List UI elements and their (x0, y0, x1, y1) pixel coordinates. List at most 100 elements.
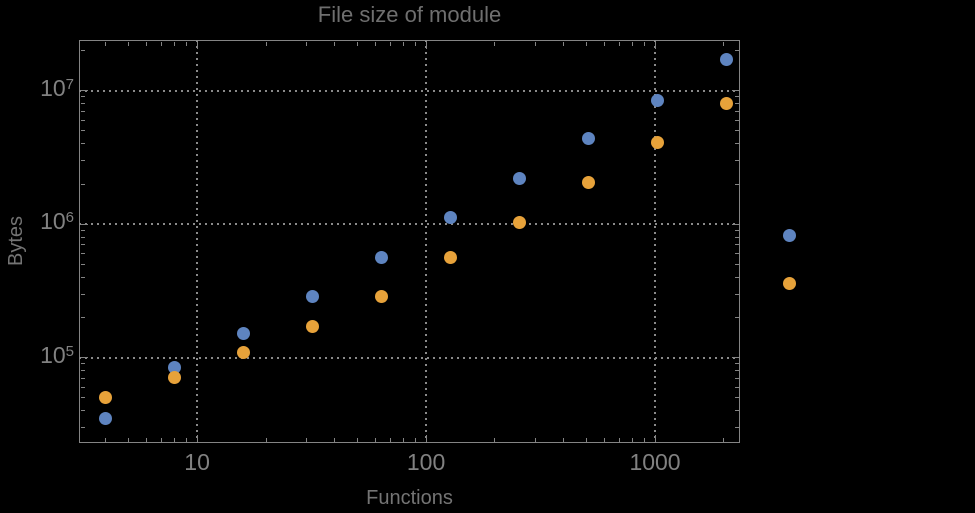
chart-title: File size of module (317, 2, 502, 27)
x-tick-mark (186, 437, 188, 442)
x-tick-mark (305, 437, 307, 442)
x-tick-mark (356, 437, 358, 442)
y-tick-mark (80, 253, 85, 255)
data-point-blue-series-x256 (513, 172, 527, 186)
x-tick-mark (334, 437, 336, 442)
y-tick-mark (734, 397, 739, 399)
y-tick-mark (734, 427, 739, 429)
y-tick-label-1e5: 105 (40, 341, 74, 368)
x-tick-mark (145, 41, 147, 46)
x-tick-mark (619, 437, 621, 442)
x-tick-mark (723, 41, 725, 46)
y-tick-mark (734, 119, 739, 121)
x-tick-mark (390, 41, 392, 46)
x-tick-mark (585, 41, 587, 46)
y-tick-mark (80, 160, 85, 162)
y-tick-mark (80, 183, 85, 185)
x-tick-mark (534, 41, 536, 46)
gridline-vertical-1000 (654, 40, 657, 443)
y-tick-mark (80, 363, 85, 365)
x-tick-mark (494, 437, 496, 442)
y-tick-mark (734, 293, 739, 295)
data-point-orange-series-x8 (168, 371, 182, 385)
y-tick-mark (734, 229, 739, 231)
y-tick-mark (80, 410, 85, 412)
x-tick-mark (723, 437, 725, 442)
legend-marker-blue-series (782, 228, 796, 242)
y-tick-label-1e6: 106 (40, 208, 74, 235)
x-tick-mark (619, 41, 621, 46)
data-point-orange-series-x256 (513, 216, 527, 230)
y-tick-mark (734, 386, 739, 388)
data-point-blue-series-x32 (306, 289, 320, 303)
y-tick-mark (734, 263, 739, 265)
y-tick-mark (731, 223, 739, 225)
x-tick-mark (196, 41, 198, 49)
y-tick-mark (734, 236, 739, 238)
y-tick-mark (734, 253, 739, 255)
y-tick-mark (80, 96, 85, 98)
x-tick-mark (374, 41, 376, 46)
x-tick-mark (425, 41, 427, 49)
y-tick-mark (80, 50, 85, 52)
y-tick-mark (734, 103, 739, 105)
x-tick-label-100: 100 (406, 449, 446, 475)
y-tick-mark (80, 90, 88, 92)
gridline-horizontal-1e6 (79, 223, 740, 226)
y-tick-mark (734, 160, 739, 162)
x-tick-mark (415, 41, 417, 46)
data-point-orange-series-x1024 (650, 135, 664, 149)
data-point-blue-series-x64 (375, 251, 389, 265)
x-tick-mark (632, 437, 634, 442)
x-tick-mark (585, 437, 587, 442)
data-point-blue-series-x1024 (650, 93, 664, 107)
x-tick-mark (654, 434, 656, 442)
data-point-orange-series-x4 (99, 391, 113, 405)
x-tick-mark (127, 437, 129, 442)
data-point-orange-series-x2048 (719, 97, 733, 111)
y-tick-mark (734, 410, 739, 412)
x-tick-label-1000: 1000 (629, 449, 681, 475)
y-tick-mark (734, 110, 739, 112)
x-tick-mark (644, 41, 646, 46)
data-point-orange-series-x512 (581, 176, 595, 190)
y-tick-mark (80, 143, 85, 145)
x-tick-mark (305, 41, 307, 46)
legend-marker-orange-series (782, 276, 796, 290)
data-point-blue-series-x4 (99, 412, 113, 426)
y-tick-mark (80, 370, 85, 372)
data-point-blue-series-x2048 (719, 53, 733, 67)
y-tick-mark (734, 244, 739, 246)
y-tick-mark (80, 103, 85, 105)
x-tick-mark (425, 434, 427, 442)
x-tick-mark (127, 41, 129, 46)
y-tick-mark (734, 370, 739, 372)
y-tick-mark (734, 363, 739, 365)
x-tick-mark (374, 437, 376, 442)
y-tick-label-1e7: 107 (40, 74, 74, 101)
y-tick-mark (80, 263, 85, 265)
x-tick-mark (654, 41, 656, 49)
gridline-horizontal-1e5 (79, 356, 740, 359)
data-point-blue-series-x128 (444, 211, 458, 225)
x-tick-mark (644, 437, 646, 442)
y-tick-mark (80, 317, 85, 319)
data-point-orange-series-x64 (375, 289, 389, 303)
y-tick-mark (734, 143, 739, 145)
y-tick-mark (80, 110, 85, 112)
x-tick-mark (603, 437, 605, 442)
y-tick-mark (80, 236, 85, 238)
x-tick-mark (415, 437, 417, 442)
y-tick-mark (80, 130, 85, 132)
x-tick-mark (390, 437, 392, 442)
y-tick-mark (734, 96, 739, 98)
x-tick-mark (174, 41, 176, 46)
x-tick-mark (334, 41, 336, 46)
data-point-blue-series-x512 (581, 131, 595, 145)
data-point-blue-series-x8 (168, 360, 182, 374)
x-tick-mark (265, 41, 267, 46)
x-tick-mark (403, 437, 405, 442)
y-tick-mark (80, 386, 85, 388)
x-tick-label-10: 10 (184, 449, 210, 475)
